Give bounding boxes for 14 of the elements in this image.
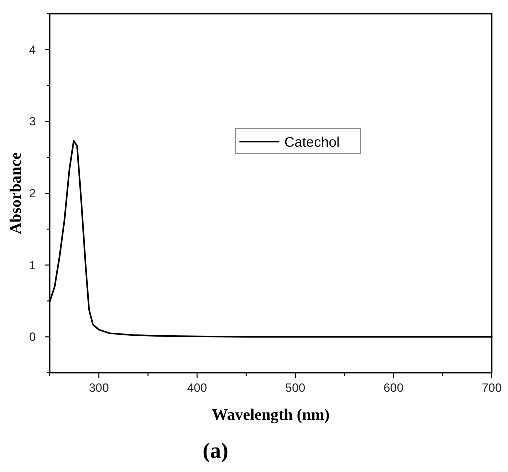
y-tick-label: 3 xyxy=(29,114,36,129)
x-tick-label: 700 xyxy=(482,381,502,395)
y-tick-label: 2 xyxy=(29,186,36,200)
y-tick-label: 4 xyxy=(29,42,36,57)
y-axis-title: Absorbance xyxy=(8,152,25,234)
x-tick-label: 500 xyxy=(286,381,306,395)
x-tick-label: 600 xyxy=(384,381,404,395)
x-tick-label: 400 xyxy=(187,381,208,395)
text: (a) xyxy=(202,438,229,463)
y-tick-label: 0 xyxy=(29,330,36,344)
legend-label: Catechol xyxy=(284,134,340,150)
x-axis-title: Wavelength (nm) xyxy=(212,407,330,424)
x-tick-label: 300 xyxy=(89,381,110,395)
y-tick-label: 1 xyxy=(29,258,36,272)
